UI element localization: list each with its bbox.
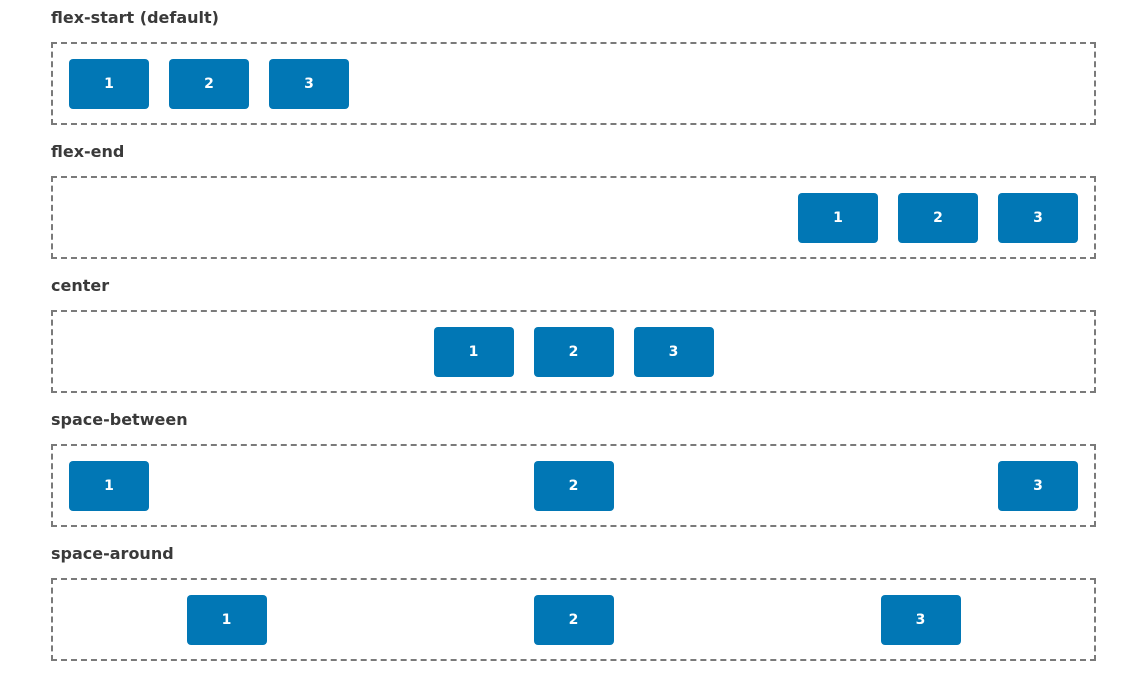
flex-item-3: 3 xyxy=(633,326,714,377)
flex-container-space-around: 1 2 3 xyxy=(51,578,1096,661)
section-title-center: center xyxy=(51,276,110,295)
flex-item-2: 2 xyxy=(533,594,614,645)
flex-item-3: 3 xyxy=(269,58,349,109)
flex-item-3: 3 xyxy=(998,192,1078,243)
section-title-flex-start: flex-start (default) xyxy=(51,8,219,27)
flex-item-1: 1 xyxy=(69,460,149,511)
section-title-space-around: space-around xyxy=(51,544,174,563)
flex-item-3: 3 xyxy=(880,594,961,645)
flex-container-flex-end: 1 2 3 xyxy=(51,176,1096,259)
flex-item-2: 2 xyxy=(533,326,614,377)
flex-item-2: 2 xyxy=(533,460,614,511)
flex-item-1: 1 xyxy=(69,58,149,109)
section-title-space-between: space-between xyxy=(51,410,188,429)
flex-container-center: 1 2 3 xyxy=(51,310,1096,393)
section-title-flex-end: flex-end xyxy=(51,142,125,161)
flex-item-2: 2 xyxy=(169,58,249,109)
flex-item-1: 1 xyxy=(798,192,878,243)
flex-item-1: 1 xyxy=(186,594,267,645)
flex-item-2: 2 xyxy=(898,192,978,243)
flex-container-space-between: 1 2 3 xyxy=(51,444,1096,527)
flex-container-flex-start: 1 2 3 xyxy=(51,42,1096,125)
flex-item-1: 1 xyxy=(433,326,514,377)
flex-item-3: 3 xyxy=(998,460,1078,511)
